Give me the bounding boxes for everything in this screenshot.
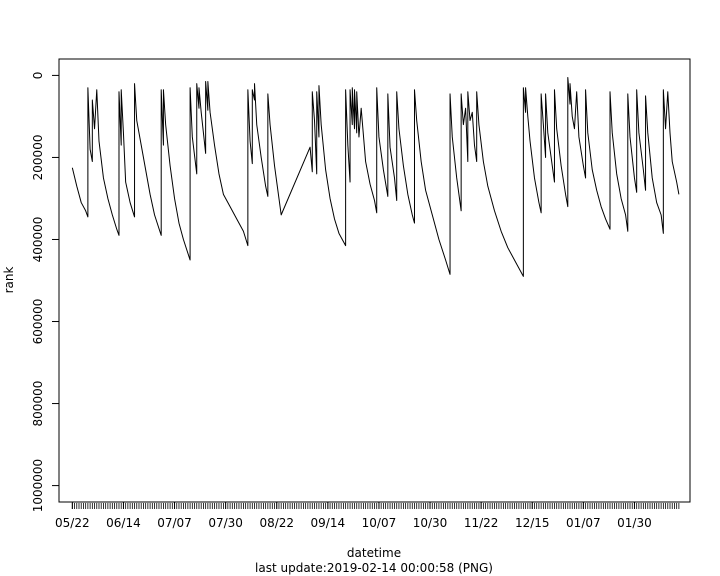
x-tick-label: 07/30: [208, 516, 243, 530]
plot-frame: [58, 58, 691, 503]
update-caption: last update:2019-02-14 00:00:58 (PNG): [255, 561, 493, 575]
y-axis-label: rank: [2, 267, 16, 294]
x-tick-label: 09/14: [311, 516, 346, 530]
x-axis: 05/22 06/14 07/07 07/30 08/22 09/14 10/07 10/30…: [55, 502, 652, 530]
series-line-0: [71, 76, 680, 277]
y-tick-label: 200000: [31, 135, 45, 181]
x-tick-label: 01/07: [566, 516, 601, 530]
y-tick-label: 600000: [31, 299, 45, 345]
x-tick-label: 08/22: [259, 516, 294, 530]
series-group: [71, 76, 680, 277]
x-axis-label: datetime: [347, 546, 401, 560]
x-rug: [71, 503, 680, 509]
x-tick-label: 12/15: [515, 516, 550, 530]
x-tick-label: 11/22: [464, 516, 499, 530]
x-tick-label: 10/07: [362, 516, 397, 530]
x-tick-label: 01/30: [617, 516, 652, 530]
y-tick-label: 400000: [31, 217, 45, 263]
x-tick-label: 10/30: [413, 516, 448, 530]
y-tick-label: 800000: [31, 381, 45, 427]
x-tick-label: 07/07: [157, 516, 192, 530]
y-tick-label: 1000000: [31, 459, 45, 512]
x-tick-label: 06/14: [106, 516, 141, 530]
x-tick-label: 05/22: [55, 516, 90, 530]
y-axis: 0 200000 400000 600000 800000 1000000: [31, 72, 59, 512]
rug-marks: [71, 503, 680, 509]
y-tick-label: 0: [31, 72, 45, 80]
